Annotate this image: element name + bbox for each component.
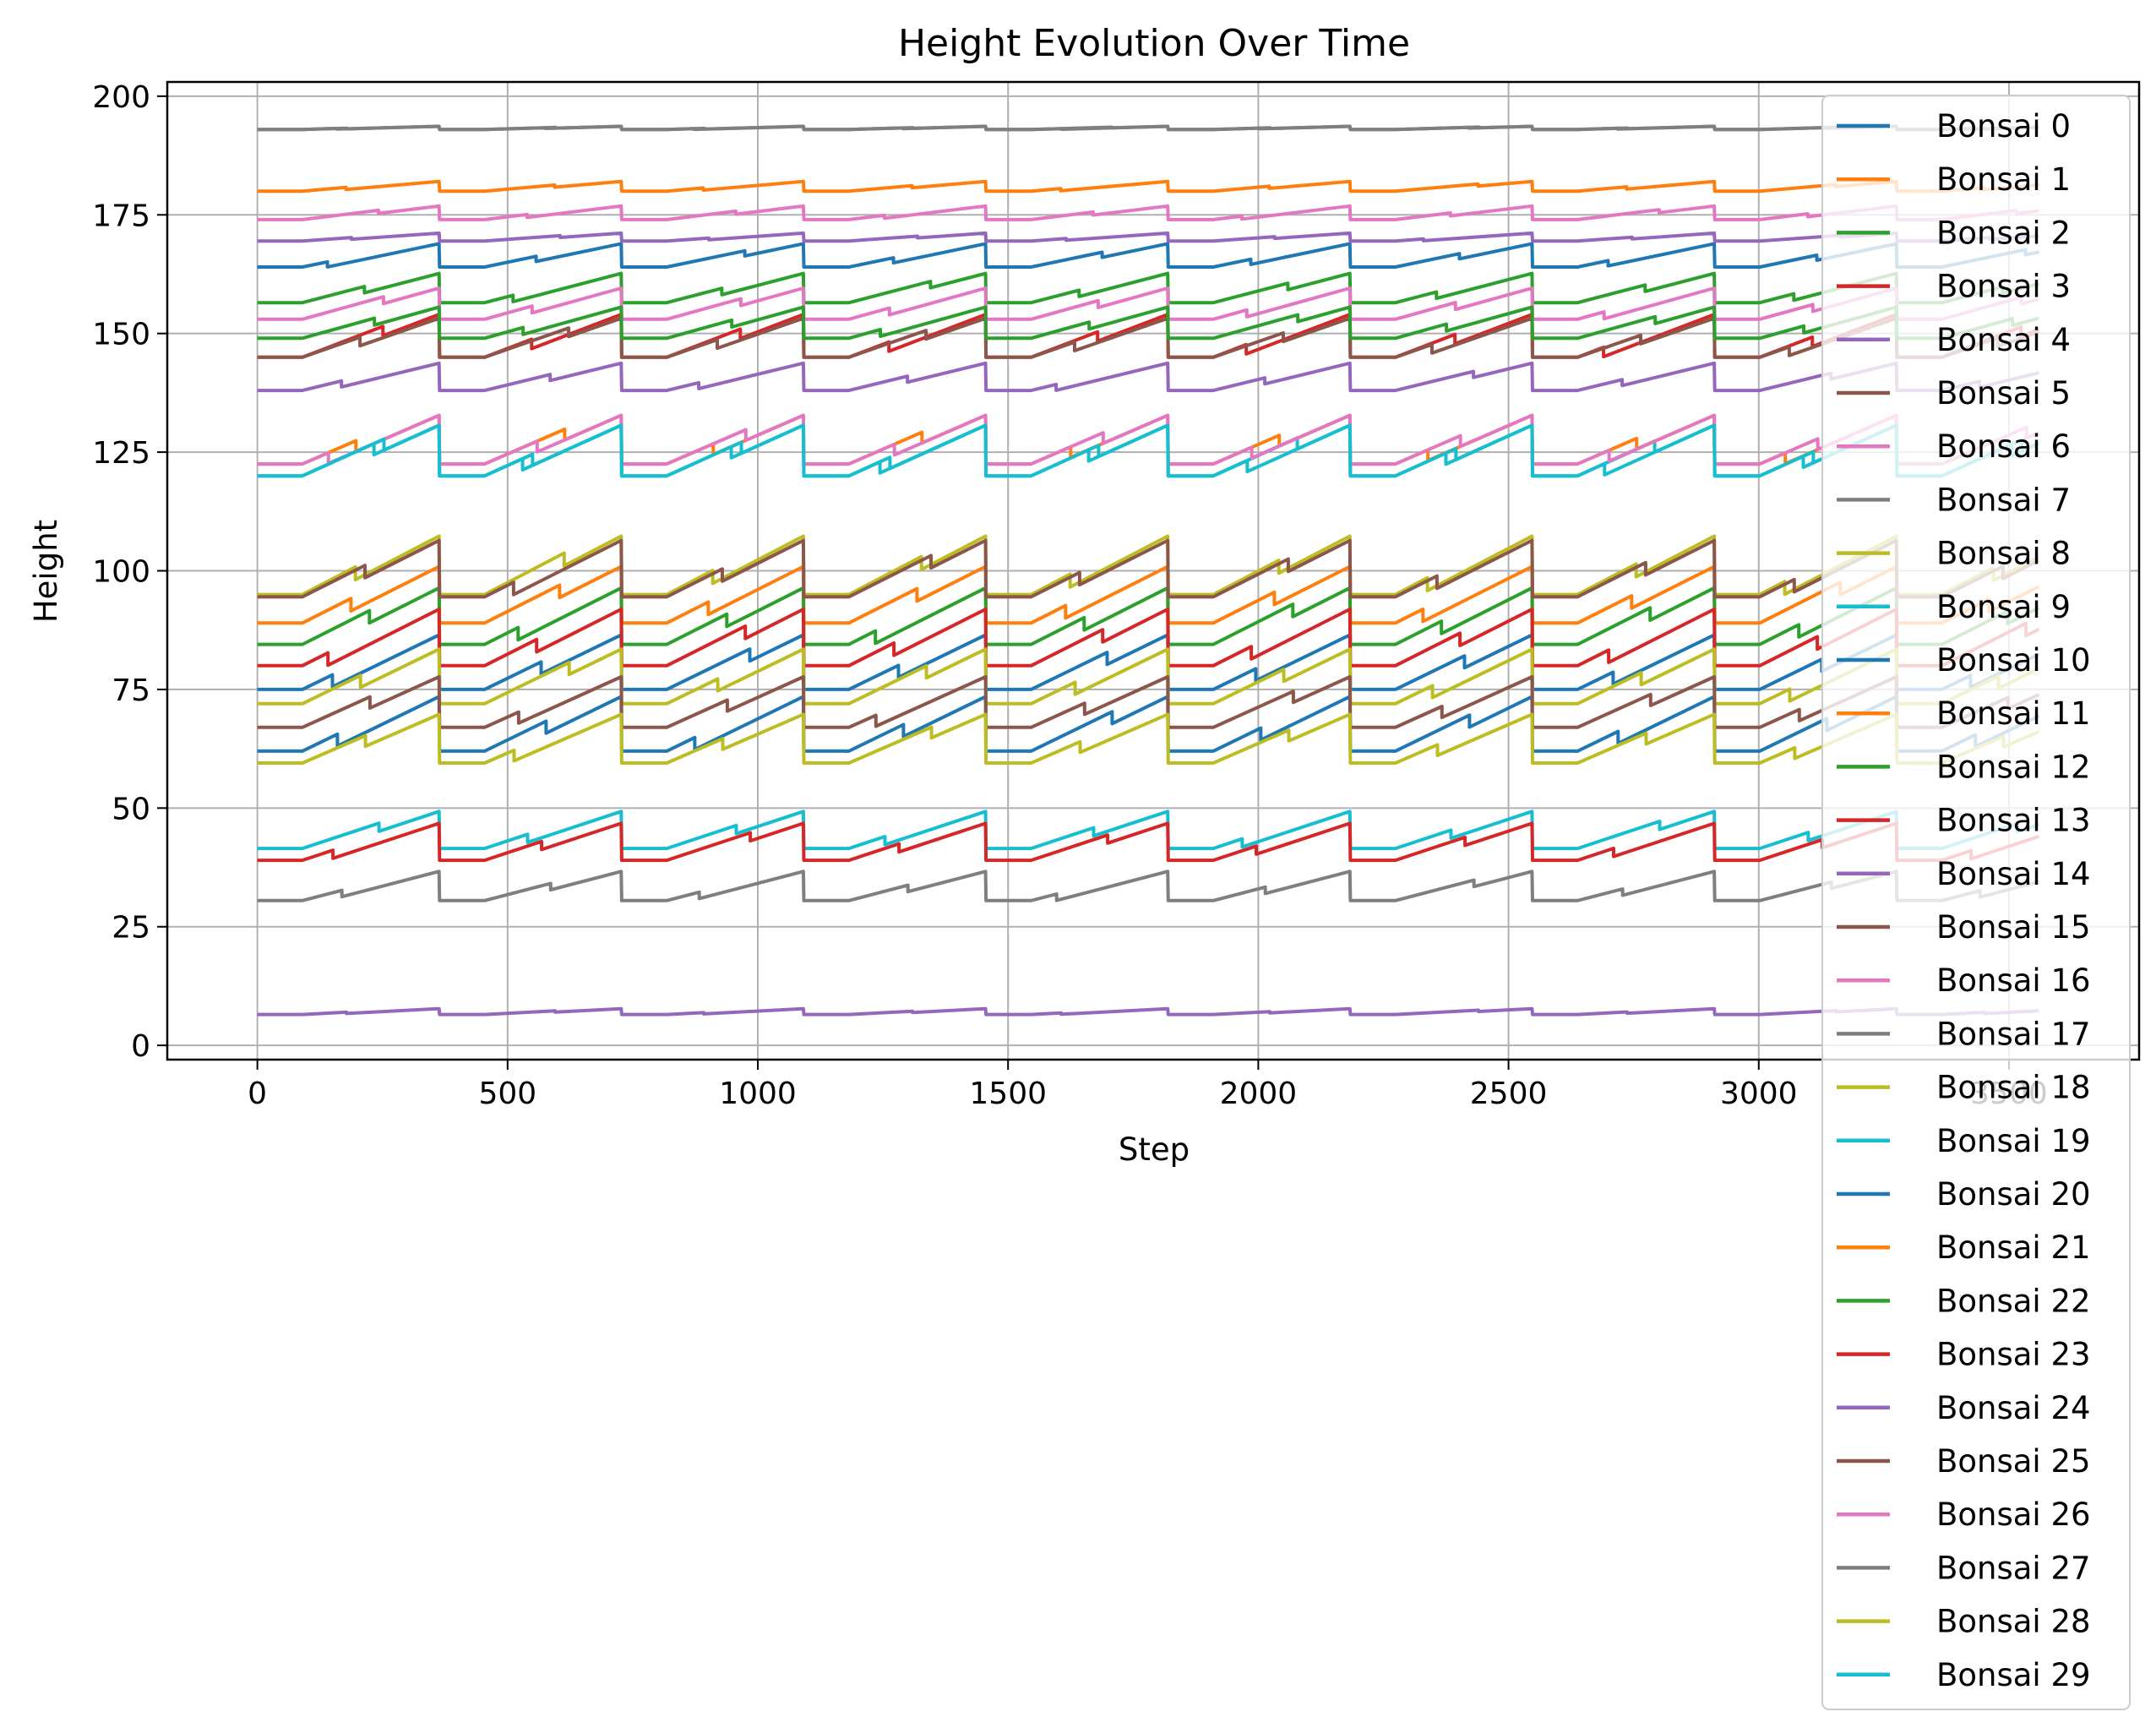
legend-label: Bonsai 10 [1936, 642, 2091, 679]
legend-label: Bonsai 6 [1936, 428, 2071, 465]
x-tick-label: 2000 [1220, 1077, 1298, 1111]
series-line-bonsai-14 [257, 1006, 2039, 1017]
legend-label: Bonsai 21 [1936, 1229, 2091, 1266]
legend-label: Bonsai 2 [1936, 215, 2071, 251]
legend-label: Bonsai 20 [1936, 1176, 2091, 1213]
legend-label: Bonsai 12 [1936, 749, 2091, 785]
y-axis-label: Height [28, 520, 64, 623]
x-tick-label: 1500 [969, 1077, 1047, 1111]
series-line-bonsai-23 [257, 821, 2040, 863]
chart-title: Height Evolution Over Time [898, 22, 1410, 65]
legend-label: Bonsai 28 [1936, 1604, 2091, 1640]
legend: Bonsai 0 Bonsai 1 Bonsai 2 Bonsai 3 Bonsai 4… [1821, 95, 2131, 1710]
x-axis-label: Step [1119, 1131, 1190, 1168]
y-tick-label: 175 [92, 199, 150, 233]
legend-label: Bonsai 0 [1936, 108, 2071, 144]
series-line-bonsai-24 [257, 231, 2039, 243]
x-tick-label: 3000 [1720, 1077, 1798, 1111]
legend-label: Bonsai 27 [1936, 1550, 2091, 1586]
legend-label: Bonsai 8 [1936, 536, 2071, 572]
series-line-bonsai-4 [257, 361, 2039, 393]
legend-label: Bonsai 26 [1936, 1496, 2091, 1533]
legend-label: Bonsai 5 [1936, 375, 2071, 412]
y-tick-label: 200 [92, 80, 150, 115]
legend-label: Bonsai 7 [1936, 482, 2071, 518]
y-tick-label: 50 [112, 792, 150, 826]
x-tick-label: 2500 [1470, 1077, 1548, 1111]
x-tick-label: 1000 [719, 1077, 797, 1111]
series-line-bonsai-13 [257, 608, 2040, 668]
series-line-bonsai-28 [257, 712, 2040, 765]
legend-label: Bonsai 14 [1936, 856, 2091, 892]
legend-label: Bonsai 19 [1936, 1123, 2091, 1159]
series-line-bonsai-16 [257, 286, 2040, 321]
series-line-bonsai-15 [257, 538, 2040, 599]
series-line-bonsai-25 [257, 675, 2040, 729]
y-tick-label: 25 [112, 911, 150, 946]
series-line-bonsai-27 [257, 124, 2039, 132]
legend-label: Bonsai 9 [1936, 589, 2071, 625]
y-tick-label: 75 [112, 673, 150, 708]
legend-label: Bonsai 16 [1936, 962, 2091, 999]
legend-label: Bonsai 3 [1936, 269, 2071, 305]
legend-label: Bonsai 24 [1936, 1390, 2091, 1426]
y-tick-label: 150 [92, 318, 150, 352]
x-tick-label: 0 [248, 1077, 267, 1111]
legend-box [1821, 95, 2131, 1710]
series-line-bonsai-0 [257, 242, 2039, 269]
legend-label: Bonsai 25 [1936, 1443, 2091, 1480]
series-line-bonsai-1 [257, 179, 2039, 194]
legend-label: Bonsai 23 [1936, 1337, 2091, 1373]
series-lines [257, 124, 2040, 1017]
legend-label: Bonsai 22 [1936, 1283, 2091, 1319]
y-tick-label: 0 [131, 1029, 150, 1064]
legend-label: Bonsai 18 [1936, 1070, 2091, 1106]
legend-label: Bonsai 17 [1936, 1016, 2091, 1052]
ticks: 0500100015002000250030003500025507510012… [92, 80, 2048, 1111]
legend-label: Bonsai 1 [1936, 161, 2071, 198]
series-line-bonsai-22 [257, 305, 2040, 341]
y-tick-label: 125 [92, 436, 150, 471]
legend-label: Bonsai 13 [1936, 803, 2091, 839]
legend-label: Bonsai 15 [1936, 909, 2091, 946]
y-tick-label: 100 [92, 555, 150, 590]
legend-label: Bonsai 29 [1936, 1657, 2091, 1693]
x-tick-label: 500 [478, 1077, 536, 1111]
legend-label: Bonsai 4 [1936, 322, 2071, 358]
series-line-bonsai-6 [257, 204, 2039, 221]
series-line-bonsai-29 [257, 423, 2040, 478]
series-line-bonsai-17 [257, 869, 2040, 902]
legend-label: Bonsai 11 [1936, 695, 2091, 732]
